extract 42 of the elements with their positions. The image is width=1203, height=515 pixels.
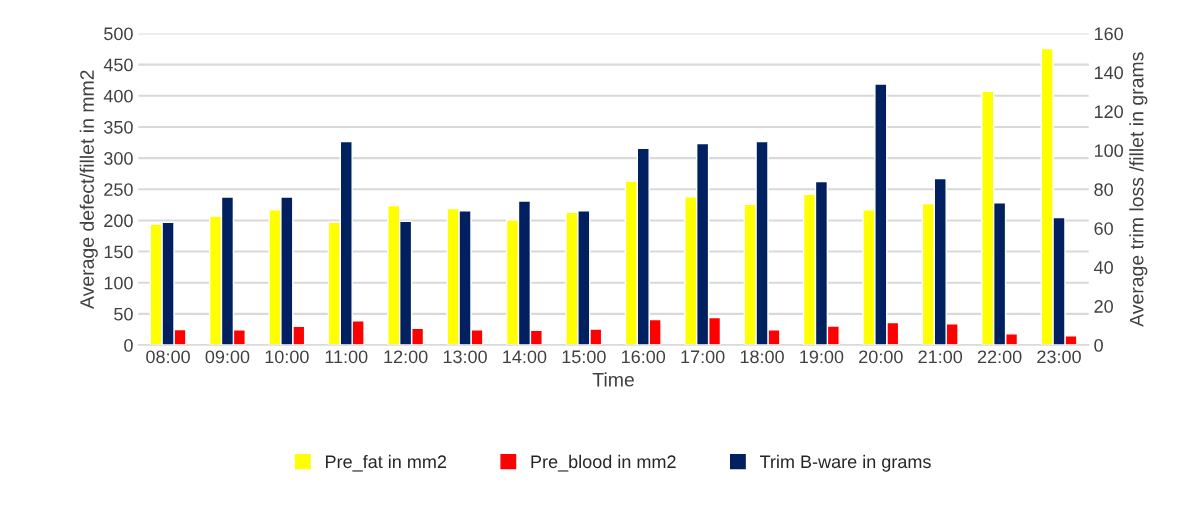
x-tick-label: 11:00 <box>325 350 368 364</box>
x-tick-label: 16:00 <box>622 350 666 364</box>
x-tick-label: 18:00 <box>740 350 784 364</box>
x-tick-label: 21:00 <box>918 350 963 364</box>
x-tick-label: 12:00 <box>384 350 428 364</box>
y2-tick-label: 120 <box>1094 105 1123 119</box>
y-tick-label: 200 <box>104 214 133 228</box>
x-tick-label: 19:00 <box>800 350 844 364</box>
y-tick-label: 100 <box>104 276 133 290</box>
x-tick-label: 20:00 <box>859 350 903 364</box>
y-tick-label: 50 <box>114 307 133 321</box>
y-tick-label: 450 <box>103 58 133 72</box>
x-tick-label: 23:00 <box>1037 350 1081 364</box>
x-tick-label: 15:00 <box>562 350 606 364</box>
legend-label: Pre_blood in mm2 <box>531 454 676 472</box>
y2-tick-label: 140 <box>1094 66 1123 80</box>
y-tick-label: 350 <box>104 120 133 134</box>
x-tick-label: 22:00 <box>977 350 1022 364</box>
y2-tick-label: 100 <box>1094 144 1123 158</box>
x-tick-label: 09:00 <box>205 350 250 364</box>
x-tick-label: 14:00 <box>503 350 547 364</box>
legend-label: Pre_fat in mm2 <box>326 454 447 472</box>
y-tick-label: 500 <box>104 27 133 41</box>
y2-tick-label: 80 <box>1094 183 1113 196</box>
y-tick-label: 150 <box>104 245 133 259</box>
y-tick-label: 300 <box>104 152 133 165</box>
x-tick-label: 13:00 <box>443 350 487 364</box>
y2-tick-label: 0 <box>1094 338 1103 352</box>
y-axis-title: Average defect/fillet in mm2 <box>79 70 98 310</box>
x-tick-label: 08:00 <box>146 350 190 364</box>
y2-tick-label: 40 <box>1093 261 1113 274</box>
x-axis-title: Time <box>592 372 634 387</box>
y2-tick-label: 160 <box>1094 27 1123 41</box>
x-tick-label: 17:00 <box>681 350 725 364</box>
y2-axis-title: Average trim loss /fillet in grams <box>1129 52 1148 327</box>
y-tick-label: 0 <box>124 338 133 352</box>
y-tick-label: 250 <box>104 183 133 196</box>
y2-tick-label: 20 <box>1094 300 1113 313</box>
legend-label: Trim B-ware in grams <box>759 454 931 472</box>
y2-tick-label: 60 <box>1094 222 1113 235</box>
y-tick-label: 400 <box>103 89 133 103</box>
x-tick-label: 10:00 <box>265 350 309 364</box>
